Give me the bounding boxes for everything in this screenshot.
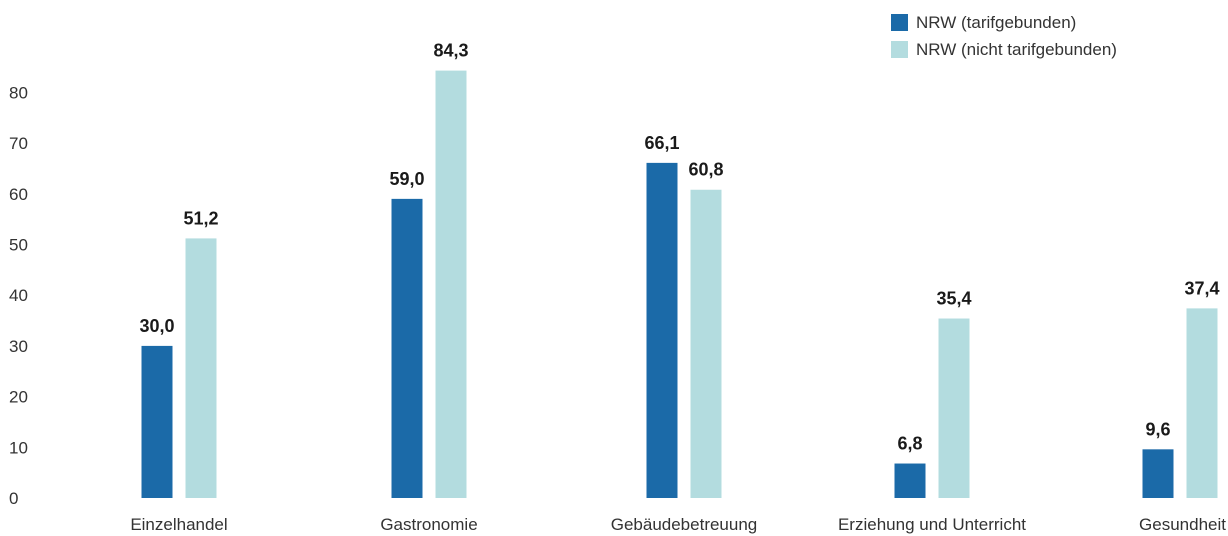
- bar-tarifgebunden: [894, 463, 926, 498]
- category-label: Erziehung und Unterricht: [838, 515, 1026, 534]
- y-tick-label: 30: [9, 337, 28, 356]
- y-tick-label: 10: [9, 438, 28, 457]
- y-tick-label: 60: [9, 185, 28, 204]
- legend-label: NRW (nicht tarifgebunden): [916, 40, 1117, 59]
- data-label: 9,6: [1145, 419, 1170, 439]
- legend-swatch: [891, 14, 908, 31]
- bar-tarifgebunden: [1142, 449, 1174, 498]
- data-labels: 30,0 51,2 59,0 84,3 66,1 60,8 6,8 35,4 9,6 37,4: [139, 41, 1219, 454]
- legend-label: NRW (tarifgebunden): [916, 13, 1076, 32]
- category-label: Gastronomie: [380, 515, 477, 534]
- bar-nicht-tarifgebunden: [690, 189, 722, 498]
- data-label: 35,4: [936, 289, 971, 309]
- data-label: 51,2: [183, 208, 218, 228]
- bar-nicht-tarifgebunden: [435, 70, 467, 498]
- category-label: Einzelhandel: [130, 515, 227, 534]
- data-label: 60,8: [688, 160, 723, 180]
- x-axis: Einzelhandel Gastronomie Gebäudebetreuung E…: [130, 515, 1226, 534]
- y-tick-label: 40: [9, 286, 28, 305]
- y-axis: 0 10 20 30 40 50 60 70 80: [9, 83, 28, 508]
- legend: NRW (tarifgebunden) NRW (nicht tarifgebun…: [891, 13, 1117, 59]
- bar-tarifgebunden: [141, 345, 173, 498]
- category-label: Gebäudebetreuung: [611, 515, 758, 534]
- bar-tarifgebunden: [646, 162, 678, 499]
- data-label: 30,0: [139, 316, 174, 336]
- data-label: 66,1: [644, 133, 679, 153]
- bar-nicht-tarifgebunden: [185, 238, 217, 498]
- y-tick-label: 20: [9, 388, 28, 407]
- y-tick-label: 70: [9, 134, 28, 153]
- bar-nicht-tarifgebunden: [938, 318, 970, 498]
- bar-tarifgebunden: [391, 198, 423, 498]
- data-label: 6,8: [897, 434, 922, 454]
- category-label: Gesundheit: [1139, 515, 1226, 534]
- bar-nicht-tarifgebunden: [1186, 308, 1218, 498]
- data-label: 84,3: [433, 41, 468, 61]
- data-label: 59,0: [389, 169, 424, 189]
- legend-swatch: [891, 41, 908, 58]
- data-label: 37,4: [1184, 278, 1219, 298]
- y-tick-label: 80: [9, 83, 28, 102]
- bars: [141, 70, 1218, 499]
- y-tick-label: 50: [9, 236, 28, 255]
- y-tick-label: 0: [9, 489, 18, 508]
